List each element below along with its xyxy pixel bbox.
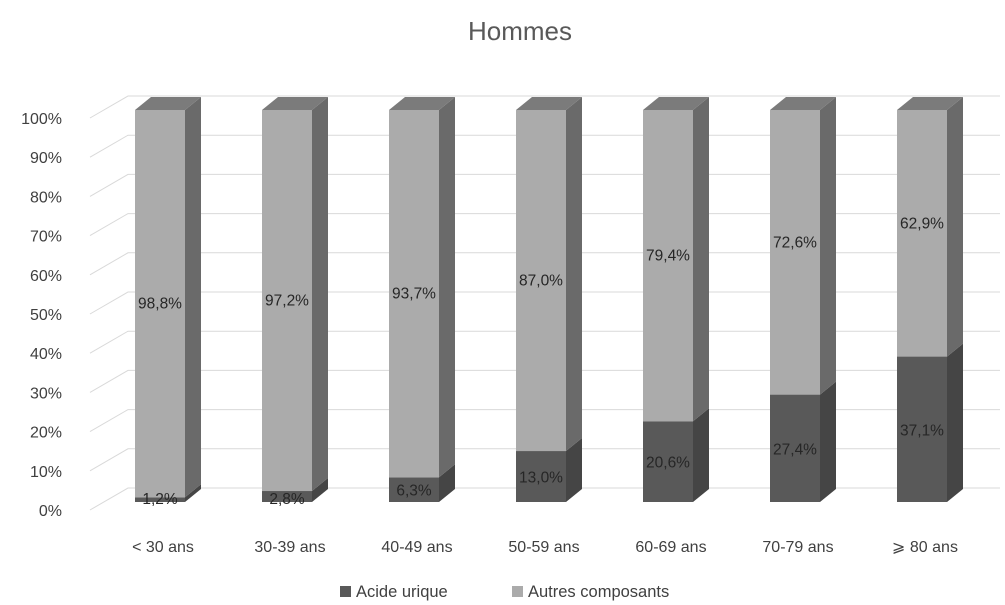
y-tick-label: 70% <box>30 229 62 246</box>
data-label-acide-urique: 6,3% <box>396 483 432 500</box>
data-label-autres-composants: 87,0% <box>519 273 563 290</box>
bar-side-autres-composants <box>439 97 455 477</box>
data-label-acide-urique: 2,8% <box>269 491 305 508</box>
data-label-acide-urique: 37,1% <box>900 422 944 439</box>
bar-side-acide-urique <box>820 382 836 502</box>
legend-label: Acide urique <box>356 583 448 601</box>
bar-side-autres-composants <box>693 97 709 421</box>
y-axis: 0% 10% 20% 30% 40% 50% 60% 70% 80% 90% 100% <box>21 111 62 520</box>
legend-label: Autres composants <box>528 583 669 601</box>
bar-side-autres-composants <box>820 97 836 395</box>
x-tick-label: 50-59 ans <box>508 539 579 556</box>
y-tick-label: 20% <box>30 425 62 442</box>
bar-autres-composants <box>643 110 693 421</box>
data-label-acide-urique: 27,4% <box>773 441 817 458</box>
data-label-acide-urique: 13,0% <box>519 470 563 487</box>
y-tick-label: 50% <box>30 307 62 324</box>
bar-autres-composants <box>897 110 947 357</box>
bar-side-acide-urique <box>947 344 963 502</box>
y-tick-label: 100% <box>21 111 62 128</box>
bar-side-autres-composants <box>185 97 201 497</box>
bar-side-autres-composants <box>947 97 963 357</box>
y-tick-label: 0% <box>39 503 62 520</box>
y-tick-label: 40% <box>30 346 62 363</box>
data-label-autres-composants: 97,2% <box>265 293 309 310</box>
bar-autres-composants <box>770 110 820 395</box>
y-tick-label: 30% <box>30 385 62 402</box>
x-tick-label: 70-79 ans <box>762 539 833 556</box>
data-label-autres-composants: 72,6% <box>773 234 817 251</box>
x-tick-label: < 30 ans <box>132 539 194 556</box>
bars <box>135 97 963 502</box>
data-label-acide-urique: 1,2% <box>142 491 178 508</box>
data-label-acide-urique: 20,6% <box>646 455 690 472</box>
x-tick-label: 60-69 ans <box>635 539 706 556</box>
y-tick-label: 80% <box>30 189 62 206</box>
data-label-autres-composants: 62,9% <box>900 215 944 232</box>
y-tick-label: 10% <box>30 464 62 481</box>
legend-swatch <box>512 586 523 597</box>
chart-title: Hommes <box>468 16 572 46</box>
legend: Acide urique Autres composants <box>340 583 669 601</box>
y-tick-label: 60% <box>30 268 62 285</box>
data-label-autres-composants: 79,4% <box>646 248 690 265</box>
bar-side-autres-composants <box>566 97 582 451</box>
bar-side-acide-urique <box>693 408 709 502</box>
data-label-autres-composants: 93,7% <box>392 286 436 303</box>
x-tick-label: 40-49 ans <box>381 539 452 556</box>
x-tick-label: ⩾ 80 ans <box>892 539 958 556</box>
bar-side-autres-composants <box>312 97 328 491</box>
y-tick-label: 90% <box>30 150 62 167</box>
x-axis: < 30 ans 30-39 ans 40-49 ans 50-59 ans 60-69… <box>132 539 958 556</box>
x-tick-label: 30-39 ans <box>254 539 325 556</box>
data-label-autres-composants: 98,8% <box>138 296 182 313</box>
legend-swatch <box>340 586 351 597</box>
